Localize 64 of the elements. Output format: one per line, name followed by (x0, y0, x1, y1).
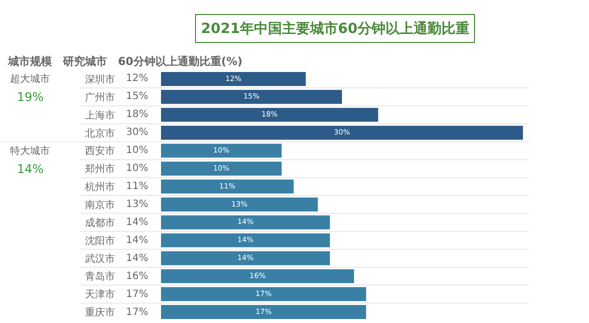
y-tick-label: 西安市 (85, 145, 115, 158)
text: 超大城市 (10, 73, 50, 85)
data-label: 16% (126, 271, 148, 282)
bar (161, 90, 342, 104)
data-label: 10% (126, 145, 148, 156)
data-label: 11% (126, 181, 148, 192)
text: 10% (213, 163, 230, 172)
text: 14% (237, 235, 254, 244)
y-tick-label: 青岛市 (85, 270, 115, 283)
data-label: 17% (126, 289, 148, 300)
y-tick-label: 郑州市 (85, 163, 115, 176)
bar (161, 72, 306, 86)
data-label: 15% (126, 91, 148, 102)
bar (161, 215, 330, 230)
data-label: 14% (126, 217, 148, 228)
data-label: 18% (126, 109, 148, 120)
text: 10% (213, 145, 230, 154)
y-tick-label: 上海市 (85, 109, 115, 122)
x-axis-title: 60分钟以上通勤比重(%) (118, 55, 242, 68)
bar (161, 126, 523, 140)
text: 30% (334, 128, 350, 137)
text: 19% (17, 90, 44, 104)
text: 14% (237, 217, 254, 226)
chart-title: 2021年中国主要城市60分钟以上通勤比重 (201, 20, 470, 37)
y-tick-label: 广州市 (85, 91, 115, 104)
y-tick-label: 沈阳市 (85, 234, 115, 247)
bar (161, 233, 330, 248)
text: 16% (249, 270, 266, 280)
bar (161, 305, 366, 320)
data-label: 10% (126, 163, 148, 174)
text: 15% (243, 92, 260, 101)
data-label: 14% (126, 253, 148, 264)
data-label: 14% (126, 235, 148, 246)
y-tick-label: 天津市 (85, 288, 115, 301)
text: 18% (262, 110, 278, 119)
data-label: 13% (126, 199, 148, 210)
y-tick-label: 重庆市 (85, 306, 115, 319)
y-tick-label: 深圳市 (85, 73, 115, 86)
data-label: 17% (126, 307, 148, 318)
data-label: 12% (126, 73, 148, 84)
text: 17% (255, 306, 272, 316)
text: 12% (225, 74, 242, 83)
text: 17% (255, 288, 272, 298)
bar (161, 162, 282, 176)
bar (161, 287, 366, 302)
text: 11% (219, 181, 236, 190)
text: 14% (17, 162, 44, 176)
y-tick-label: 杭州市 (84, 181, 115, 194)
data-label: 30% (126, 127, 148, 138)
y-tick-label: 北京市 (85, 127, 115, 140)
y-tick-label: 南京市 (85, 198, 115, 211)
text: 特大城市 (10, 145, 50, 157)
bar (161, 108, 378, 122)
text: 城市规模 (7, 55, 53, 68)
bar (161, 180, 294, 194)
y-tick-label: 武汉市 (85, 252, 115, 265)
bar (161, 251, 330, 266)
y-tick-label: 成都市 (85, 216, 115, 229)
bar (161, 269, 354, 284)
text: 13% (231, 199, 248, 208)
bar (161, 197, 318, 212)
text: 14% (237, 253, 254, 262)
bar (161, 144, 282, 158)
text: 研究城市 (62, 55, 107, 68)
